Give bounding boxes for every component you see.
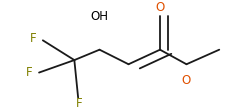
Text: O: O: [155, 1, 165, 14]
Text: O: O: [182, 74, 191, 87]
Text: F: F: [30, 32, 37, 45]
Text: F: F: [26, 66, 33, 79]
Text: F: F: [76, 97, 83, 110]
Text: OH: OH: [90, 10, 109, 23]
